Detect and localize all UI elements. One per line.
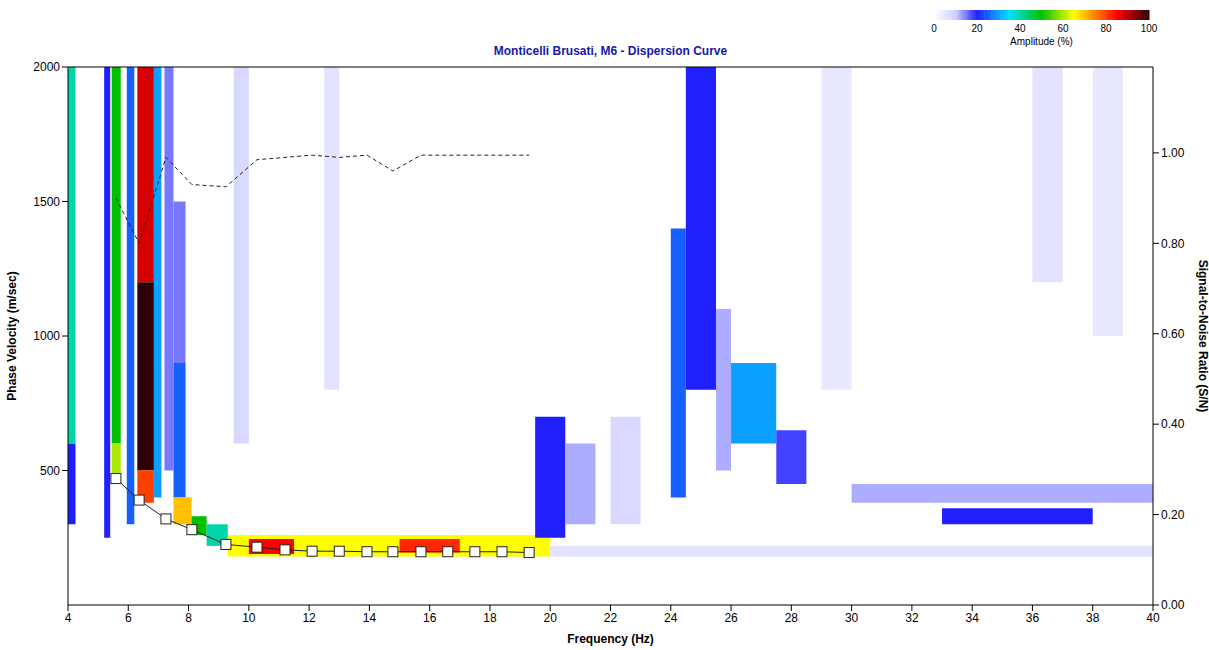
svg-text:40: 40	[1146, 611, 1160, 625]
svg-text:36: 36	[1026, 611, 1040, 625]
svg-text:80: 80	[1100, 23, 1112, 34]
svg-text:60: 60	[1057, 23, 1069, 34]
svg-text:22: 22	[604, 611, 618, 625]
svg-text:0.20: 0.20	[1161, 508, 1185, 522]
svg-text:28: 28	[785, 611, 799, 625]
svg-text:0.60: 0.60	[1161, 327, 1185, 341]
svg-text:0.40: 0.40	[1161, 417, 1185, 431]
svg-text:0.00: 0.00	[1161, 598, 1185, 612]
html-text:Monticelli Brusati, M6 - Dispe: Monticelli Brusati, M6 - Dispersion Curv…	[493, 44, 728, 58]
svg-text:14: 14	[363, 611, 377, 625]
svg-text:40: 40	[1014, 23, 1026, 34]
svg-text:1000: 1000	[33, 329, 60, 343]
svg-text:32: 32	[905, 611, 919, 625]
svg-text:10: 10	[242, 611, 256, 625]
svg-text:Signal-to-Noise Ratio (S/N): Signal-to-Noise Ratio (S/N)	[1196, 260, 1209, 413]
svg-text:20: 20	[544, 611, 558, 625]
svg-text:30: 30	[845, 611, 859, 625]
svg-text:12: 12	[302, 611, 316, 625]
svg-text:100: 100	[1141, 23, 1158, 34]
svg-text:1.00: 1.00	[1161, 146, 1185, 160]
svg-text:Amplitude (%): Amplitude (%)	[1010, 36, 1073, 47]
svg-text:Frequency (Hz): Frequency (Hz)	[567, 632, 654, 646]
svg-text:24: 24	[664, 611, 678, 625]
svg-text:500: 500	[40, 464, 60, 478]
svg-text:Phase Velocity (m/sec): Phase Velocity (m/sec)	[5, 271, 19, 400]
svg-text:6: 6	[125, 611, 132, 625]
svg-text:4: 4	[65, 611, 72, 625]
svg-text:8: 8	[185, 611, 192, 625]
svg-text:16: 16	[423, 611, 437, 625]
svg-text:2000: 2000	[33, 60, 60, 74]
svg-text:20: 20	[971, 23, 983, 34]
svg-text:1500: 1500	[33, 195, 60, 209]
svg-text:0: 0	[931, 23, 937, 34]
svg-text:26: 26	[724, 611, 738, 625]
svg-text:38: 38	[1086, 611, 1100, 625]
svg-text:34: 34	[965, 611, 979, 625]
svg-text:0.80: 0.80	[1161, 237, 1185, 251]
svg-text:18: 18	[483, 611, 497, 625]
